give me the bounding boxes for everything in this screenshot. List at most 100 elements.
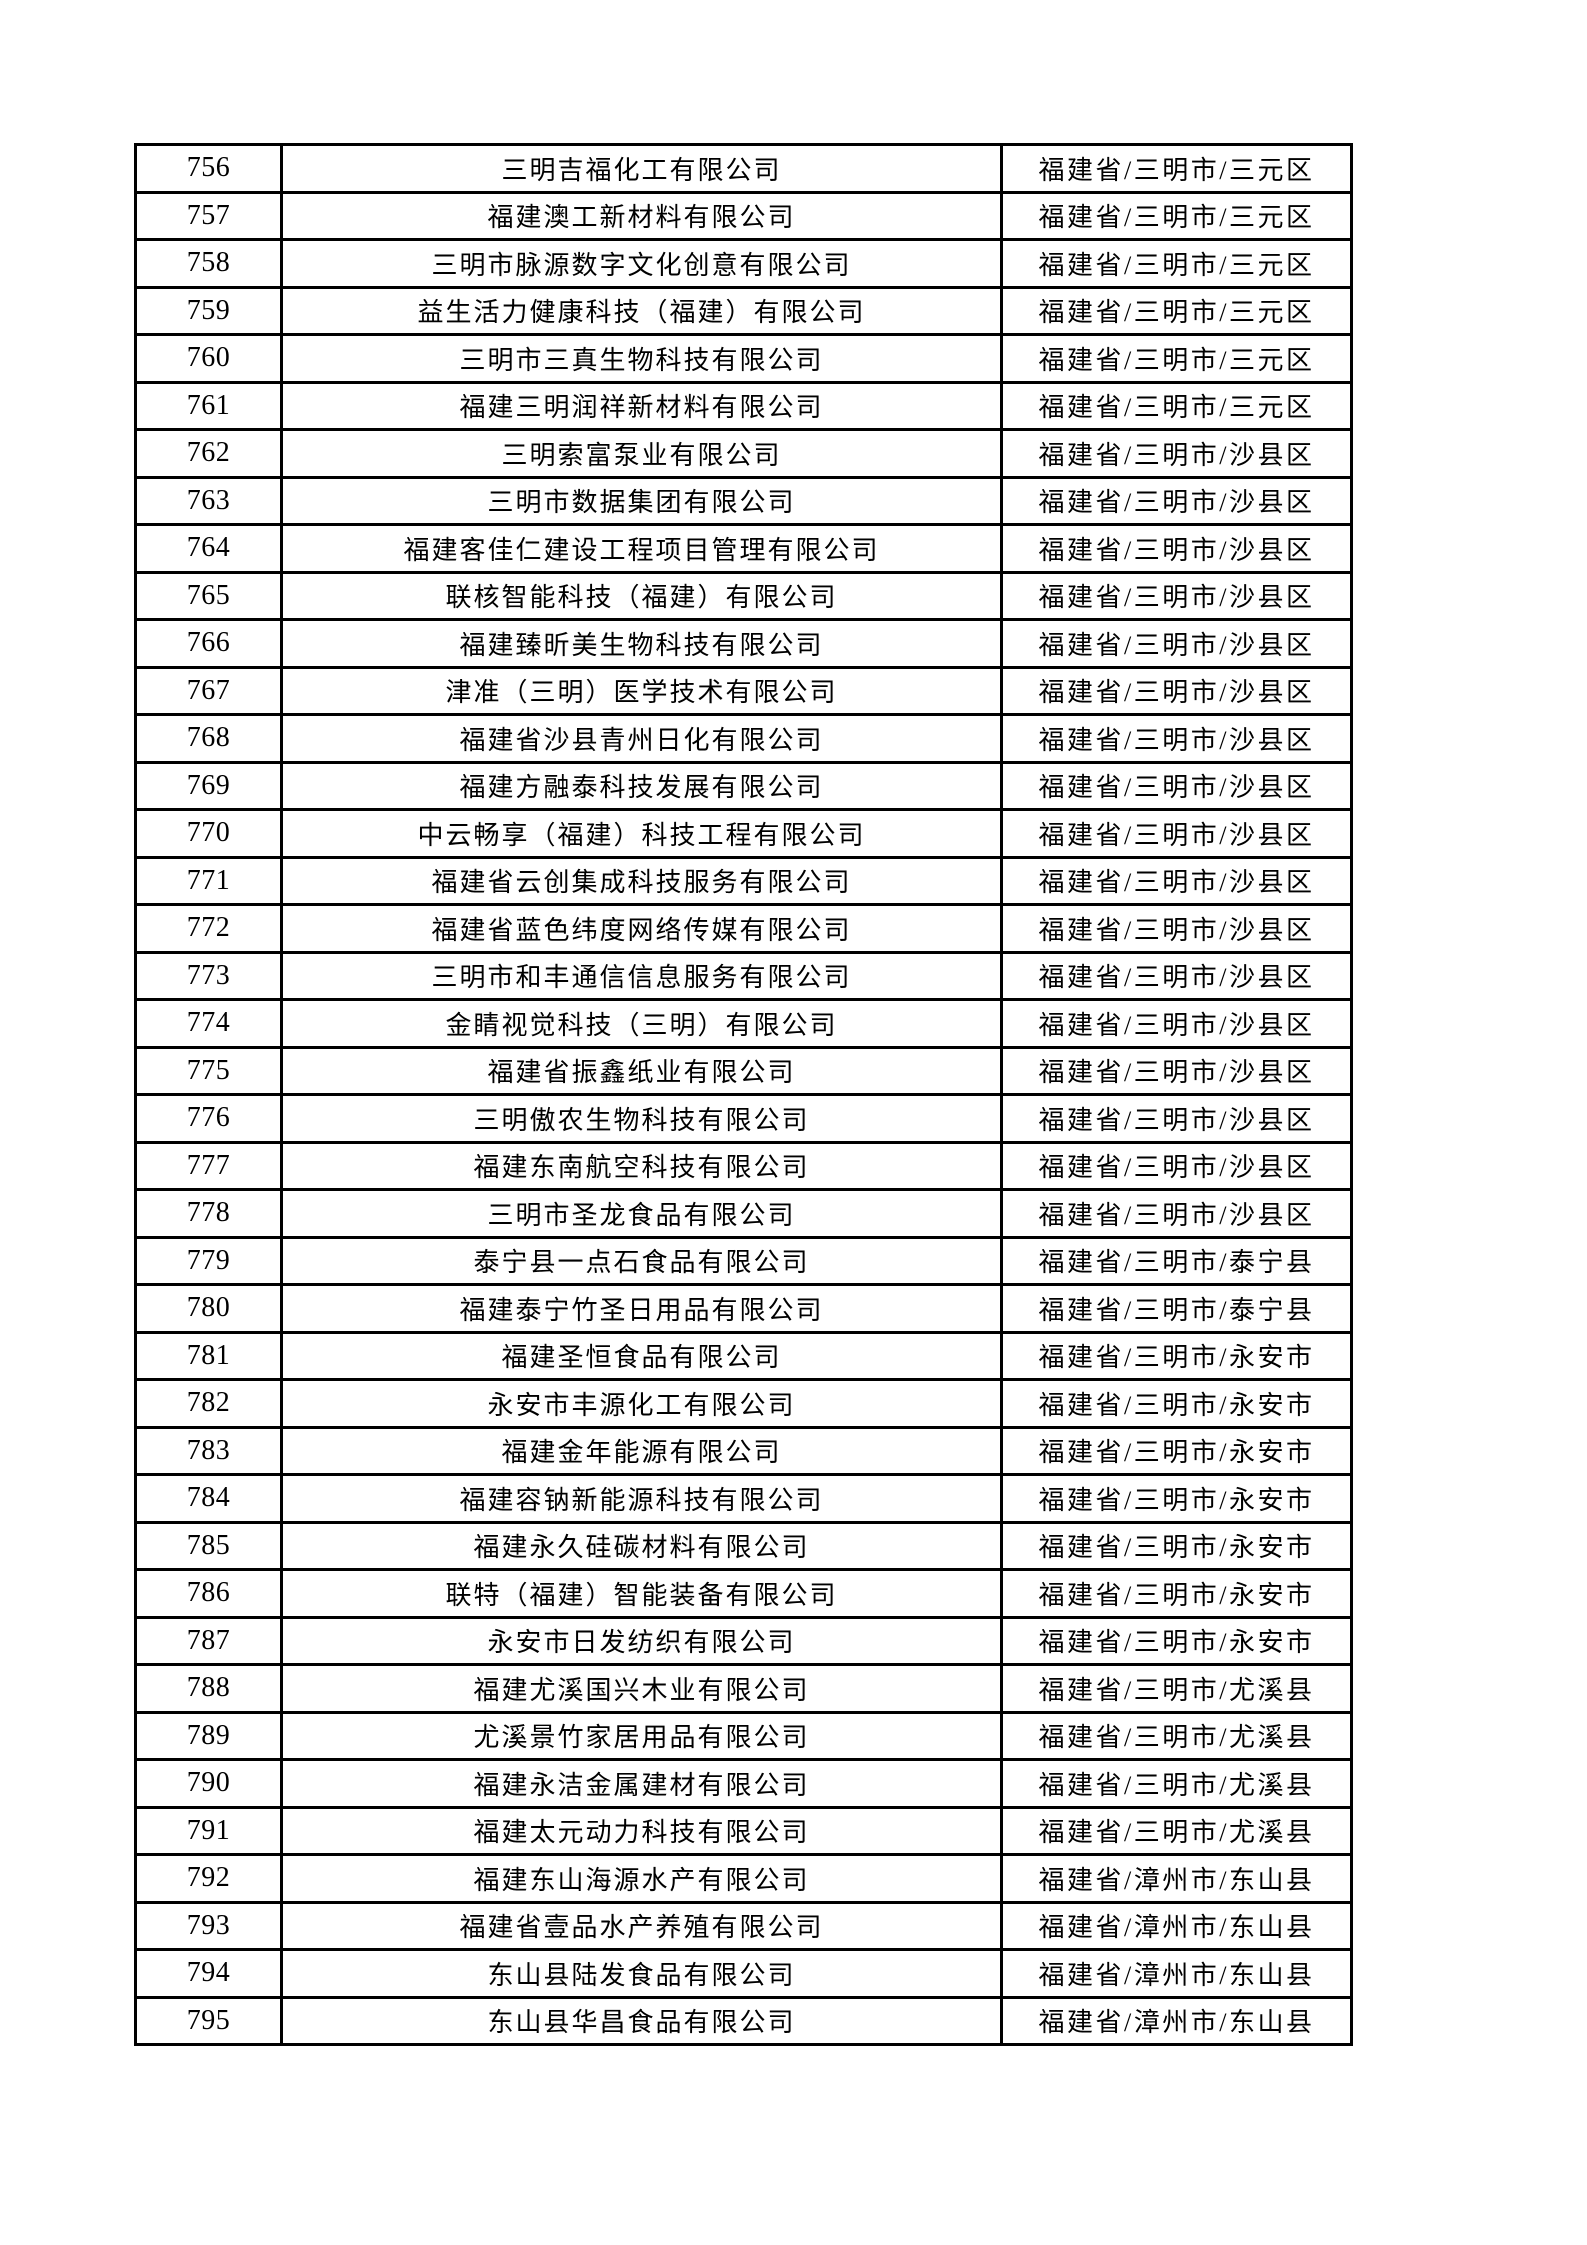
region-cell: 福建省/三明市/三元区 [1000, 143, 1353, 194]
table-row: 757 福建澳工新材料有限公司 福建省/三明市/三元区 [134, 190, 1353, 241]
row-number-cell: 763 [134, 475, 283, 526]
table-row: 765 联核智能科技（福建）有限公司 福建省/三明市/沙县区 [134, 570, 1353, 621]
row-number-cell: 786 [134, 1568, 283, 1619]
table-row: 781 福建圣恒食品有限公司 福建省/三明市/永安市 [134, 1330, 1353, 1381]
company-name-cell: 联核智能科技（福建）有限公司 [280, 570, 1003, 621]
company-name-cell: 福建太元动力科技有限公司 [280, 1805, 1003, 1856]
region-cell: 福建省/三明市/尤溪县 [1000, 1663, 1353, 1714]
region-cell: 福建省/三明市/尤溪县 [1000, 1805, 1353, 1856]
region-cell: 福建省/三明市/三元区 [1000, 190, 1353, 241]
company-name-cell: 福建省壹品水产养殖有限公司 [280, 1900, 1003, 1951]
table-row: 758 三明市脉源数字文化创意有限公司 福建省/三明市/三元区 [134, 238, 1353, 289]
row-number-cell: 772 [134, 903, 283, 954]
table-row: 790 福建永洁金属建材有限公司 福建省/三明市/尤溪县 [134, 1758, 1353, 1809]
row-number-cell: 771 [134, 855, 283, 906]
region-cell: 福建省/三明市/沙县区 [1000, 713, 1353, 764]
table-row: 773 三明市和丰通信信息服务有限公司 福建省/三明市/沙县区 [134, 950, 1353, 1001]
table-row: 768 福建省沙县青州日化有限公司 福建省/三明市/沙县区 [134, 713, 1353, 764]
region-cell: 福建省/三明市/泰宁县 [1000, 1283, 1353, 1334]
table-row: 760 三明市三真生物科技有限公司 福建省/三明市/三元区 [134, 333, 1353, 384]
row-number-cell: 769 [134, 760, 283, 811]
region-cell: 福建省/三明市/尤溪县 [1000, 1758, 1353, 1809]
table-row: 778 三明市圣龙食品有限公司 福建省/三明市/沙县区 [134, 1188, 1353, 1239]
row-number-cell: 780 [134, 1283, 283, 1334]
company-region-table: 756 三明吉福化工有限公司 福建省/三明市/三元区 757 福建澳工新材料有限… [134, 143, 1353, 2046]
row-number-cell: 794 [134, 1948, 283, 1999]
row-number-cell: 776 [134, 1093, 283, 1144]
company-name-cell: 福建客佳仁建设工程项目管理有限公司 [280, 523, 1003, 574]
table-row: 789 尤溪景竹家居用品有限公司 福建省/三明市/尤溪县 [134, 1710, 1353, 1761]
region-cell: 福建省/三明市/沙县区 [1000, 523, 1353, 574]
row-number-cell: 785 [134, 1520, 283, 1571]
region-cell: 福建省/三明市/永安市 [1000, 1378, 1353, 1429]
row-number-cell: 778 [134, 1188, 283, 1239]
company-name-cell: 福建金年能源有限公司 [280, 1425, 1003, 1476]
company-name-cell: 三明索富泵业有限公司 [280, 428, 1003, 479]
company-name-cell: 永安市日发纺织有限公司 [280, 1615, 1003, 1666]
region-cell: 福建省/三明市/沙县区 [1000, 1093, 1353, 1144]
row-number-cell: 787 [134, 1615, 283, 1666]
company-name-cell: 福建圣恒食品有限公司 [280, 1330, 1003, 1381]
company-name-cell: 三明市圣龙食品有限公司 [280, 1188, 1003, 1239]
region-cell: 福建省/三明市/永安市 [1000, 1425, 1353, 1476]
row-number-cell: 761 [134, 380, 283, 431]
company-name-cell: 永安市丰源化工有限公司 [280, 1378, 1003, 1429]
region-cell: 福建省/三明市/永安市 [1000, 1330, 1353, 1381]
region-cell: 福建省/三明市/三元区 [1000, 238, 1353, 289]
table-row: 769 福建方融泰科技发展有限公司 福建省/三明市/沙县区 [134, 760, 1353, 811]
table-row: 791 福建太元动力科技有限公司 福建省/三明市/尤溪县 [134, 1805, 1353, 1856]
table-row: 785 福建永久硅碳材料有限公司 福建省/三明市/永安市 [134, 1520, 1353, 1571]
company-name-cell: 三明市数据集团有限公司 [280, 475, 1003, 526]
row-number-cell: 768 [134, 713, 283, 764]
company-name-cell: 联特（福建）智能装备有限公司 [280, 1568, 1003, 1619]
region-cell: 福建省/三明市/沙县区 [1000, 1140, 1353, 1191]
row-number-cell: 764 [134, 523, 283, 574]
row-number-cell: 789 [134, 1710, 283, 1761]
table-row: 767 津准（三明）医学技术有限公司 福建省/三明市/沙县区 [134, 665, 1353, 716]
row-number-cell: 782 [134, 1378, 283, 1429]
table-row: 779 泰宁县一点石食品有限公司 福建省/三明市/泰宁县 [134, 1235, 1353, 1286]
company-name-cell: 三明市和丰通信信息服务有限公司 [280, 950, 1003, 1001]
company-name-cell: 福建尤溪国兴木业有限公司 [280, 1663, 1003, 1714]
table-row: 761 福建三明润祥新材料有限公司 福建省/三明市/三元区 [134, 380, 1353, 431]
table-row: 766 福建臻昕美生物科技有限公司 福建省/三明市/沙县区 [134, 618, 1353, 669]
row-number-cell: 792 [134, 1853, 283, 1904]
row-number-cell: 758 [134, 238, 283, 289]
company-name-cell: 福建三明润祥新材料有限公司 [280, 380, 1003, 431]
table-row: 786 联特（福建）智能装备有限公司 福建省/三明市/永安市 [134, 1568, 1353, 1619]
company-name-cell: 福建臻昕美生物科技有限公司 [280, 618, 1003, 669]
row-number-cell: 756 [134, 143, 283, 194]
company-name-cell: 福建泰宁竹圣日用品有限公司 [280, 1283, 1003, 1334]
row-number-cell: 762 [134, 428, 283, 479]
company-name-cell: 福建省蓝色纬度网络传媒有限公司 [280, 903, 1003, 954]
table-row: 762 三明索富泵业有限公司 福建省/三明市/沙县区 [134, 428, 1353, 479]
company-name-cell: 三明傲农生物科技有限公司 [280, 1093, 1003, 1144]
table-row: 777 福建东南航空科技有限公司 福建省/三明市/沙县区 [134, 1140, 1353, 1191]
table-row: 783 福建金年能源有限公司 福建省/三明市/永安市 [134, 1425, 1353, 1476]
region-cell: 福建省/三明市/沙县区 [1000, 855, 1353, 906]
row-number-cell: 766 [134, 618, 283, 669]
company-name-cell: 福建方融泰科技发展有限公司 [280, 760, 1003, 811]
table-row: 788 福建尤溪国兴木业有限公司 福建省/三明市/尤溪县 [134, 1663, 1353, 1714]
row-number-cell: 781 [134, 1330, 283, 1381]
region-cell: 福建省/三明市/沙县区 [1000, 618, 1353, 669]
company-name-cell: 东山县华昌食品有限公司 [280, 1995, 1003, 2046]
region-cell: 福建省/三明市/沙县区 [1000, 903, 1353, 954]
table-row: 759 益生活力健康科技（福建）有限公司 福建省/三明市/三元区 [134, 285, 1353, 336]
region-cell: 福建省/三明市/沙县区 [1000, 760, 1353, 811]
table-row: 756 三明吉福化工有限公司 福建省/三明市/三元区 [134, 143, 1353, 194]
region-cell: 福建省/三明市/沙县区 [1000, 998, 1353, 1049]
row-number-cell: 767 [134, 665, 283, 716]
table-row: 795 东山县华昌食品有限公司 福建省/漳州市/东山县 [134, 1995, 1353, 2046]
table-row: 763 三明市数据集团有限公司 福建省/三明市/沙县区 [134, 475, 1353, 526]
company-name-cell: 益生活力健康科技（福建）有限公司 [280, 285, 1003, 336]
region-cell: 福建省/三明市/沙县区 [1000, 950, 1353, 1001]
region-cell: 福建省/三明市/沙县区 [1000, 475, 1353, 526]
row-number-cell: 793 [134, 1900, 283, 1951]
table-row: 787 永安市日发纺织有限公司 福建省/三明市/永安市 [134, 1615, 1353, 1666]
company-name-cell: 三明吉福化工有限公司 [280, 143, 1003, 194]
region-cell: 福建省/三明市/尤溪县 [1000, 1710, 1353, 1761]
company-name-cell: 福建永洁金属建材有限公司 [280, 1758, 1003, 1809]
row-number-cell: 765 [134, 570, 283, 621]
